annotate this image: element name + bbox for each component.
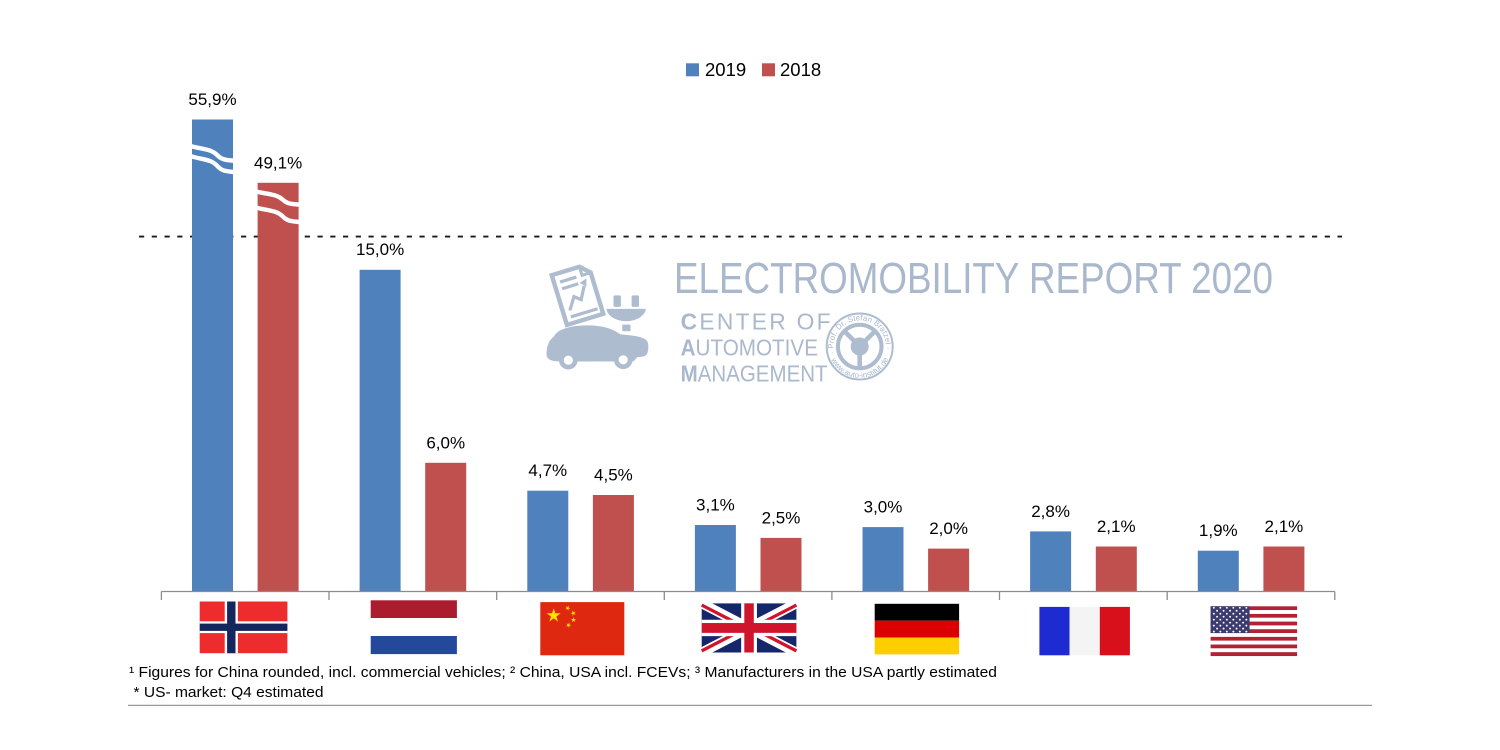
svg-text:2,5%: 2,5%	[762, 508, 801, 527]
svg-text:MANAGEMENT: MANAGEMENT	[681, 361, 828, 387]
svg-text:2,1%: 2,1%	[1265, 517, 1304, 536]
svg-text:4,5%: 4,5%	[594, 466, 633, 485]
svg-text:2,8%: 2,8%	[1031, 502, 1070, 521]
svg-text:CENTER OF: CENTER OF	[681, 309, 831, 335]
svg-text:2018: 2018	[780, 59, 821, 80]
svg-text:ELECTROMOBILITY REPORT 2020: ELECTROMOBILITY REPORT 2020	[674, 255, 1273, 303]
svg-text:49,1%: 49,1%	[254, 153, 302, 172]
svg-text:3,0%: 3,0%	[864, 498, 903, 517]
svg-text:* US- market: Q4 estimated: * US- market: Q4 estimated	[134, 684, 324, 701]
svg-text:1,9%: 1,9%	[1199, 521, 1238, 540]
svg-text:6,0%: 6,0%	[426, 433, 465, 452]
svg-text:2019: 2019	[705, 59, 746, 80]
svg-text:2,0%: 2,0%	[929, 519, 968, 538]
svg-text:4,7%: 4,7%	[528, 461, 567, 480]
svg-text:¹ Figures for China rounded, i: ¹ Figures for China rounded, incl. comme…	[129, 664, 997, 681]
svg-text:AUTOMOTIVE: AUTOMOTIVE	[681, 335, 818, 361]
svg-text:3,1%: 3,1%	[696, 496, 735, 515]
svg-text:55,9%: 55,9%	[188, 90, 236, 109]
svg-text:15,0%: 15,0%	[356, 240, 404, 259]
svg-text:2,1%: 2,1%	[1097, 517, 1136, 536]
